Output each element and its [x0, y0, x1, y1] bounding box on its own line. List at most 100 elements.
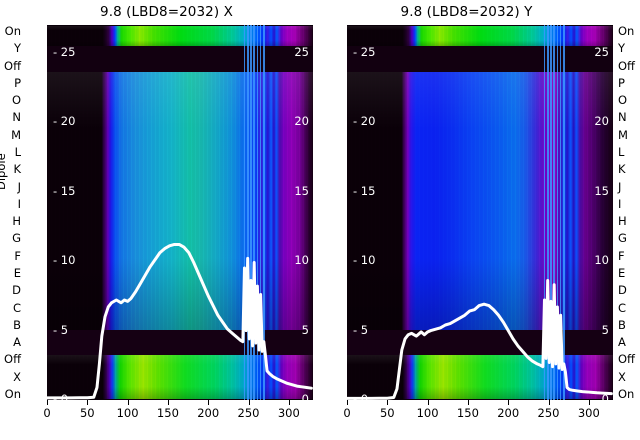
x-tick-mark — [208, 400, 210, 405]
category-label: L — [618, 145, 625, 159]
category-label: F — [618, 248, 625, 263]
x-tick-label: 100 — [416, 406, 439, 420]
category-label: K — [13, 162, 21, 177]
trace-line — [47, 242, 313, 400]
x-tick-mark — [87, 400, 89, 405]
heatmap-column-texture — [47, 355, 313, 399]
heatmap-shading — [347, 72, 613, 330]
x-tick-label: 0 — [343, 406, 351, 420]
category-label: F — [14, 248, 21, 263]
category-label: M — [11, 127, 21, 142]
category-label: E — [13, 266, 21, 280]
category-label: C — [12, 300, 21, 315]
heatmap-band-top — [347, 26, 613, 46]
trace-overlay — [47, 242, 313, 400]
x-tick-label: 150 — [156, 406, 179, 420]
heatmap-column-texture — [347, 355, 613, 399]
category-label: On — [618, 387, 635, 401]
resonance-line — [259, 25, 262, 400]
y-tick-label: - 5 — [53, 322, 69, 337]
y-tick-label: - 10 — [53, 253, 76, 268]
y-tick-label: 20 — [294, 114, 309, 129]
category-label: L — [14, 145, 21, 159]
heatmap-shading — [47, 26, 313, 46]
category-label: Off — [4, 58, 21, 73]
y-tick-label: - 0 — [353, 392, 369, 400]
y-tick-label: 25 — [294, 44, 309, 59]
category-label: Off — [618, 352, 635, 367]
category-label: P — [14, 75, 21, 90]
category-label: D — [618, 283, 627, 298]
x-tick-mark — [427, 400, 429, 405]
category-label: On — [618, 24, 635, 38]
resonance-lines — [47, 25, 313, 400]
x-tick-mark — [548, 400, 550, 405]
category-label: X — [618, 369, 626, 384]
x-tick-mark — [387, 400, 389, 405]
y-tick-label: - 20 — [53, 114, 76, 129]
category-label: H — [618, 214, 627, 229]
y-tick-label: 15 — [294, 183, 309, 198]
x-tick-mark — [347, 400, 348, 405]
x-tick-label: 200 — [197, 406, 220, 420]
category-label: Off — [4, 352, 21, 367]
resonance-line — [543, 25, 546, 400]
heatmap-band-bottom — [47, 355, 313, 399]
y-tick-label: 20 — [594, 114, 609, 129]
category-label: C — [618, 300, 627, 315]
x-tick-label: 50 — [379, 406, 395, 420]
category-label: O — [11, 93, 21, 108]
x-tick-mark — [588, 400, 590, 405]
x-tick-mark — [508, 400, 510, 405]
trace-overlay — [347, 279, 613, 400]
y-tick-label: - 5 — [353, 322, 369, 337]
category-label: On — [4, 387, 21, 401]
resonance-line — [256, 25, 259, 400]
resonance-line — [246, 25, 249, 400]
heatmap-shading — [47, 72, 313, 330]
x-tick-mark — [248, 400, 250, 405]
panel-y-title: 9.8 (LBD8=2032) Y — [400, 4, 533, 20]
heatmap-gap-lower — [347, 330, 613, 355]
category-label: M — [618, 127, 628, 142]
heatmap-band-bottom — [347, 355, 613, 399]
category-label: N — [618, 110, 627, 125]
heatmap-gap-upper — [347, 46, 613, 72]
category-label: B — [618, 317, 626, 332]
x-tick-mark — [467, 400, 469, 405]
y-tick-label: - 15 — [353, 183, 376, 198]
category-label: Y — [13, 41, 21, 56]
resonance-line — [553, 25, 555, 400]
resonance-line — [263, 25, 265, 400]
x-tick-label: 300 — [277, 406, 300, 420]
y-tick-label: 0 — [601, 392, 609, 400]
x-tick-label: 300 — [577, 406, 600, 420]
category-labels-left: On Y Off P O N M L K J I H G F E D C B A Off X On — [0, 25, 26, 400]
category-label: Y — [618, 41, 626, 56]
category-label: G — [12, 231, 21, 246]
heatmap-column-texture — [47, 26, 313, 46]
category-label: I — [17, 196, 21, 211]
category-label: E — [618, 266, 626, 280]
x-tick-label: 100 — [116, 406, 139, 420]
category-label: D — [12, 283, 21, 298]
x-tick-mark — [167, 400, 169, 405]
resonance-line — [243, 25, 246, 400]
category-label: I — [618, 196, 622, 211]
category-label: K — [618, 162, 626, 177]
y-tick-label: 10 — [294, 253, 309, 268]
category-label: P — [618, 75, 625, 90]
heatmap-gap-lower — [47, 330, 313, 355]
resonance-line — [563, 25, 565, 400]
y-tick-label: 5 — [601, 322, 609, 337]
resonance-line — [559, 25, 562, 400]
resonance-line — [550, 25, 552, 400]
resonance-line — [253, 25, 255, 400]
heatmap-column-texture — [347, 72, 613, 330]
y-tick-label: 5 — [301, 322, 309, 337]
category-label: O — [618, 93, 628, 108]
heatmap-column-texture — [47, 72, 313, 330]
